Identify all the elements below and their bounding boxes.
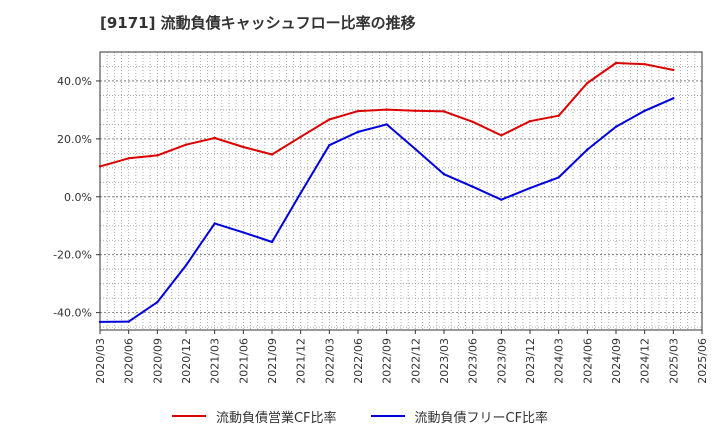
x-tick-label: 2021/12 xyxy=(295,338,308,384)
data-point xyxy=(299,191,302,195)
x-tick-label: 2022/06 xyxy=(352,338,365,384)
x-tick-label: 2025/03 xyxy=(667,338,680,384)
x-tick-label: 2023/09 xyxy=(495,338,508,384)
data-point xyxy=(242,231,245,234)
data-point xyxy=(471,185,474,188)
data-point xyxy=(184,264,188,267)
data-point xyxy=(213,136,216,140)
x-tick-label: 2021/06 xyxy=(237,338,250,384)
data-point xyxy=(328,144,331,147)
x-axis: 2020/03 2020/06 2020/09 2020/12 2021/03 2021/… xyxy=(94,330,709,384)
x-tick-label: 2021/03 xyxy=(209,338,222,384)
data-point xyxy=(127,157,130,160)
data-point xyxy=(614,61,618,65)
data-point xyxy=(557,176,560,179)
legend-label: 流動負債営業CF比率 xyxy=(215,410,337,426)
y-tick-label: 40.0% xyxy=(57,75,92,88)
data-point xyxy=(156,154,159,157)
data-point xyxy=(643,109,646,112)
data-point xyxy=(385,123,388,126)
x-tick-label: 2022/03 xyxy=(323,338,336,384)
data-point xyxy=(242,145,245,149)
y-tick-label: 20.0% xyxy=(57,133,92,146)
data-point xyxy=(442,173,446,176)
x-tick-label: 2025/06 xyxy=(696,338,709,384)
data-point xyxy=(356,130,360,134)
data-point xyxy=(270,153,274,156)
y-tick-label: 0.0% xyxy=(64,191,92,204)
x-tick-label: 2021/09 xyxy=(266,338,279,384)
data-point xyxy=(442,110,446,113)
data-point xyxy=(672,68,675,72)
data-point xyxy=(500,134,503,137)
data-point xyxy=(127,320,130,323)
y-axis: -40.0% -20.0% 0.0% 20.0% 40.0% xyxy=(53,75,100,320)
x-tick-label: 2024/12 xyxy=(639,338,652,384)
x-tick-label: 2023/03 xyxy=(438,338,451,384)
x-tick-label: 2024/09 xyxy=(610,338,623,384)
data-point xyxy=(528,186,532,190)
x-tick-label: 2023/12 xyxy=(524,338,537,384)
legend: 流動負債営業CF比率 流動負債フリーCF比率 xyxy=(0,404,720,428)
data-point xyxy=(414,109,417,112)
data-point xyxy=(586,81,589,85)
x-tick-label: 2024/03 xyxy=(553,338,566,384)
legend-label: 流動負債フリーCF比率 xyxy=(414,410,549,426)
legend-swatch xyxy=(171,415,206,417)
data-point xyxy=(500,198,503,201)
data-point xyxy=(156,301,159,304)
x-tick-label: 2020/06 xyxy=(123,338,136,384)
y-tick-label: -40.0% xyxy=(53,307,92,320)
data-point xyxy=(328,118,331,121)
series-line-1 xyxy=(99,97,674,323)
x-tick-label: 2023/06 xyxy=(467,338,480,384)
x-tick-label: 2020/12 xyxy=(180,338,193,384)
data-point xyxy=(356,109,360,113)
x-tick-label: 2020/03 xyxy=(94,338,107,384)
data-point xyxy=(213,222,216,225)
data-point xyxy=(586,148,589,151)
x-tick-label: 2022/12 xyxy=(409,338,422,384)
data-point xyxy=(557,114,560,117)
data-point xyxy=(643,62,646,66)
chart-title: [9171] 流動負債キャッシュフロー比率の推移 xyxy=(100,14,416,32)
plot-area xyxy=(99,51,703,331)
data-point xyxy=(184,143,188,146)
series-lines xyxy=(98,61,675,324)
x-tick-label: 2020/09 xyxy=(151,338,164,384)
data-point xyxy=(270,240,274,244)
data-point xyxy=(614,125,618,128)
data-point xyxy=(299,135,302,139)
data-point xyxy=(98,165,102,168)
legend-item-series-0: 流動負債営業CF比率 xyxy=(171,407,337,426)
x-tick-label: 2022/09 xyxy=(381,338,394,384)
y-tick-label: -20.0% xyxy=(53,249,92,262)
data-point xyxy=(385,108,388,111)
x-tick-label: 2024/06 xyxy=(581,338,594,384)
data-point xyxy=(414,147,417,151)
data-point xyxy=(528,120,532,123)
data-point xyxy=(98,320,102,324)
legend-swatch xyxy=(370,415,405,417)
chart-grid xyxy=(100,51,702,330)
line-chart: -40.0%-20.0%0.0%20.0%40.0% 2020/03 2020/0… xyxy=(53,51,709,384)
data-point xyxy=(672,97,675,100)
legend-item-series-1: 流動負債フリーCF比率 xyxy=(370,407,549,426)
data-point xyxy=(471,120,474,123)
